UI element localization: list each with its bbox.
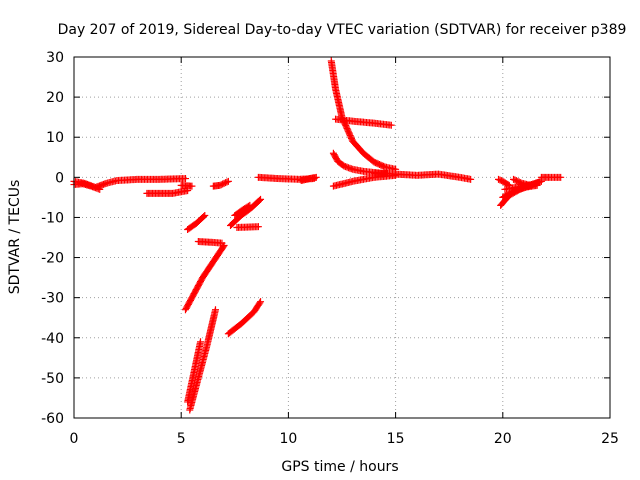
y-tick-label: -50 <box>41 371 64 387</box>
data-point <box>201 211 209 219</box>
y-axis-label: SDTVAR / TECUs <box>7 180 23 295</box>
data-point <box>245 202 253 210</box>
data-point <box>219 243 227 251</box>
data-point <box>197 338 204 346</box>
data-point <box>255 196 263 204</box>
data-point <box>224 177 232 185</box>
data-point <box>257 298 265 306</box>
x-tick-label: 5 <box>177 431 186 447</box>
data-point <box>223 178 231 186</box>
data-point <box>254 223 262 231</box>
y-tick-label: 0 <box>55 170 64 186</box>
y-tick-label: -30 <box>41 291 64 307</box>
data-point <box>312 173 320 181</box>
y-tick-label: -40 <box>41 331 64 347</box>
data-point <box>257 195 265 203</box>
data-point <box>527 181 535 189</box>
y-tick-label: -10 <box>41 210 64 226</box>
data-point <box>96 185 104 193</box>
y-tick-label: 10 <box>46 130 64 146</box>
x-tick-label: 10 <box>279 431 297 447</box>
data-point <box>557 173 565 181</box>
y-tick-label: 20 <box>46 90 64 106</box>
y-tick-label: -20 <box>41 251 64 267</box>
data-point <box>212 306 219 314</box>
data-point <box>200 212 208 220</box>
y-tick-label: 30 <box>46 50 64 66</box>
data-point <box>246 201 254 209</box>
chart-title: Day 207 of 2019, Sidereal Day-to-day VTE… <box>58 22 627 38</box>
x-tick-label: 20 <box>494 431 512 447</box>
x-axis-label: GPS time / hours <box>281 459 398 475</box>
data-point <box>387 121 395 129</box>
data-points <box>70 57 565 414</box>
data-point <box>218 239 226 247</box>
y-tick-label: -60 <box>41 411 64 427</box>
grid <box>74 57 610 418</box>
plot-frame <box>73 56 611 419</box>
x-tick-label: 0 <box>70 431 79 447</box>
x-tick-label: 15 <box>387 431 405 447</box>
data-point <box>467 175 475 183</box>
data-point <box>181 175 189 183</box>
data-point <box>188 182 196 190</box>
x-tick-label: 25 <box>601 431 619 447</box>
data-point <box>256 299 264 307</box>
tick-labels: 0 5 10 15 20 25 -60 -50 -40 -30 -20 -10 0 10 20 30 <box>41 50 619 447</box>
axis-ticks <box>73 56 611 419</box>
